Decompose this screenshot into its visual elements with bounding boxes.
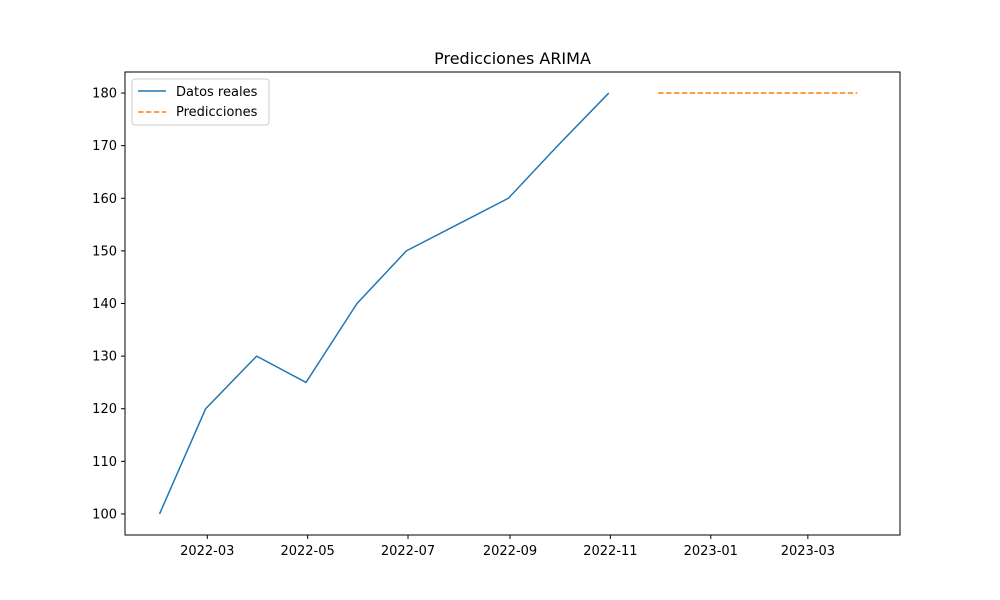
series-line-datos-reales: [158, 92, 610, 515]
x-tick-label: 2022-05: [280, 544, 334, 559]
y-tick-label: 160: [92, 192, 117, 207]
x-tick-label: 2023-03: [781, 544, 835, 559]
legend-label-datos-reales: Datos reales: [176, 85, 258, 100]
plot-area: 2022-03 2022-05 2022-07 2022-09 2022-11 2023-…: [92, 71, 901, 559]
chart-title: Predicciones ARIMA: [434, 49, 591, 68]
series-layer: [158, 92, 858, 515]
y-tick-label: 130: [92, 350, 117, 365]
x-tick-label: 2022-07: [381, 544, 435, 559]
y-tick-label: 150: [92, 244, 117, 259]
legend-label-predicciones: Predicciones: [176, 105, 258, 120]
x-tick-label: 2022-03: [180, 544, 234, 559]
legend: Datos reales Predicciones: [131, 78, 270, 126]
x-tick-label: 2023-01: [684, 544, 738, 559]
y-tick-label: 140: [92, 297, 117, 312]
y-tick-label: 170: [92, 139, 117, 154]
y-tick-label: 180: [92, 87, 117, 102]
x-axis: 2022-03 2022-05 2022-07 2022-09 2022-11 2023-…: [180, 535, 835, 559]
x-tick-label: 2022-09: [483, 544, 537, 559]
x-tick-label: 2022-11: [583, 544, 637, 559]
y-axis: 100 110 120 130 140 150 160 170 180: [92, 87, 125, 522]
y-tick-label: 100: [92, 507, 117, 522]
y-tick-label: 110: [92, 455, 117, 470]
y-tick-label: 120: [92, 402, 117, 417]
legend-box: [131, 78, 270, 126]
